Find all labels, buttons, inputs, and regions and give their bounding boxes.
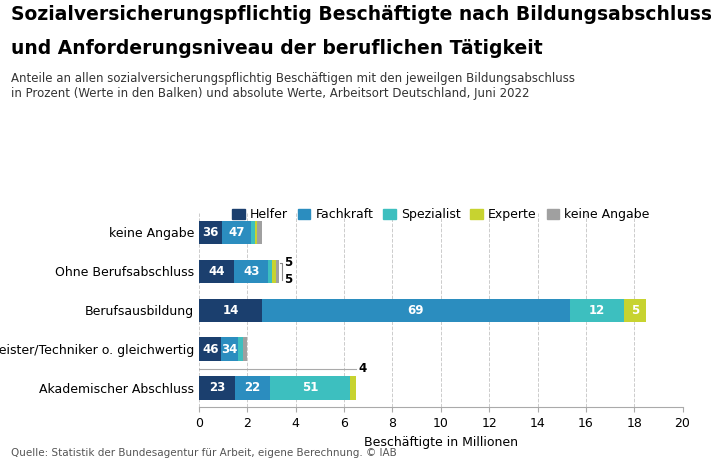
Text: 43: 43 <box>243 265 260 278</box>
Bar <box>255 221 257 244</box>
Bar <box>199 299 262 322</box>
Text: 47: 47 <box>228 226 245 239</box>
Bar <box>350 376 356 400</box>
X-axis label: Beschäftigte in Millionen: Beschäftigte in Millionen <box>364 436 518 449</box>
Text: 5: 5 <box>284 256 292 269</box>
Text: Quelle: Statistik der Bundesagentur für Arbeit, eigene Berechnung. © IAB: Quelle: Statistik der Bundesagentur für … <box>11 448 397 458</box>
Bar <box>262 299 570 322</box>
Text: 23: 23 <box>209 382 225 394</box>
Text: 51: 51 <box>301 382 318 394</box>
Bar <box>570 299 624 322</box>
Text: 4: 4 <box>358 362 367 375</box>
Text: 22: 22 <box>245 382 261 394</box>
Text: 36: 36 <box>202 226 218 239</box>
Bar <box>277 260 279 283</box>
Bar <box>199 221 222 244</box>
Bar <box>272 260 277 283</box>
Bar <box>269 260 272 283</box>
Bar <box>251 221 255 244</box>
Text: 12: 12 <box>589 304 605 317</box>
Bar <box>624 299 646 322</box>
Bar <box>235 376 269 400</box>
Bar <box>237 338 242 361</box>
Bar <box>222 221 251 244</box>
Text: Anteile an allen sozialversicherungspflichtig Beschäftigen mit den jeweilgen Bil: Anteile an allen sozialversicherungspfli… <box>11 72 574 100</box>
Bar <box>234 260 269 283</box>
Text: 14: 14 <box>223 304 239 317</box>
Text: 34: 34 <box>221 343 237 356</box>
Bar <box>199 338 221 361</box>
Text: und Anforderungsniveau der beruflichen Tätigkeit: und Anforderungsniveau der beruflichen T… <box>11 39 542 58</box>
Bar <box>199 260 234 283</box>
Bar <box>199 376 235 400</box>
Text: 5: 5 <box>284 273 292 287</box>
Bar <box>257 221 262 244</box>
Text: 44: 44 <box>208 265 225 278</box>
Text: 69: 69 <box>407 304 424 317</box>
Text: Sozialversicherungspflichtig Beschäftigte nach Bildungsabschluss: Sozialversicherungspflichtig Beschäftigt… <box>11 5 711 24</box>
Text: 46: 46 <box>202 343 218 356</box>
Text: 5: 5 <box>631 304 639 317</box>
Bar <box>269 376 350 400</box>
Bar <box>221 338 237 361</box>
Legend: Helfer, Fachkraft, Spezialist, Experte, keine Angabe: Helfer, Fachkraft, Spezialist, Experte, … <box>228 203 654 226</box>
Bar <box>242 338 247 361</box>
